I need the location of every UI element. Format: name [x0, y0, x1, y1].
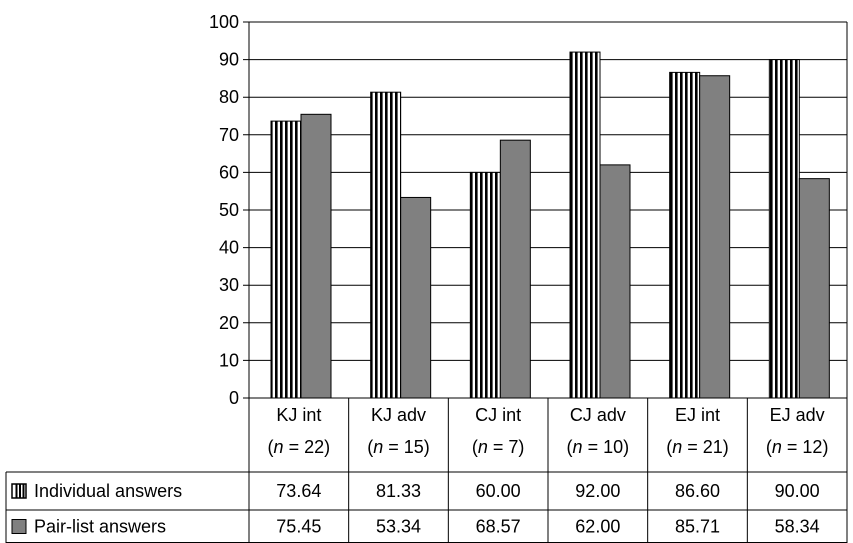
table-value: 90.00 [775, 481, 820, 501]
legend-key-pair-list-answers [11, 519, 27, 534]
legend-label: Pair-list answers [34, 517, 166, 537]
table-value: 58.34 [775, 517, 820, 537]
category-n-label: (n = 7) [472, 437, 525, 457]
category-label: CJ adv [570, 405, 626, 425]
bar-individual-answers [469, 171, 501, 399]
category-label: EJ int [675, 405, 720, 425]
legend-label: Individual answers [34, 481, 182, 501]
legend-key-individual-answers [11, 483, 27, 499]
table-value: 68.57 [476, 517, 521, 537]
y-tick-label: 90 [219, 50, 239, 70]
bars [270, 51, 830, 399]
y-tick-label: 30 [219, 275, 239, 295]
category-label: EJ adv [770, 405, 825, 425]
bar-individual-answers [569, 51, 601, 399]
bar-pair-list-answers [699, 75, 731, 399]
table-value: 60.00 [476, 481, 521, 501]
data-table: KJ int (n = 22) KJ adv (n = 15) CJ int (n = 7… [5, 22, 848, 543]
y-tick-label: 60 [219, 162, 239, 182]
y-tick-label: 0 [229, 388, 239, 408]
category-n-label: (n = 10) [567, 437, 630, 457]
table-value: 75.45 [276, 517, 321, 537]
bar-pair-list-answers [798, 178, 830, 399]
bar-pair-list-answers [400, 196, 432, 399]
y-tick-label: 100 [209, 12, 239, 32]
bar-individual-answers [370, 91, 402, 399]
category-label: KJ int [276, 405, 321, 425]
bar-pair-list-answers [599, 164, 631, 399]
y-axis-ticks: 0 10 20 30 40 50 60 70 80 90 100 [209, 12, 239, 408]
gridlines [243, 21, 847, 399]
bar-pair-list-answers [300, 113, 332, 399]
category-n-label: (n = 12) [766, 437, 829, 457]
table-value: 81.33 [376, 481, 421, 501]
y-tick-label: 40 [219, 238, 239, 258]
table-value: 73.64 [276, 481, 321, 501]
table-value: 86.60 [675, 481, 720, 501]
y-tick-label: 10 [219, 350, 239, 370]
y-tick-label: 70 [219, 125, 239, 145]
category-n-label: (n = 21) [666, 437, 729, 457]
table-value: 53.34 [376, 517, 421, 537]
table-value: 92.00 [575, 481, 620, 501]
category-n-label: (n = 15) [367, 437, 430, 457]
y-tick-label: 80 [219, 87, 239, 107]
table-value: 62.00 [575, 517, 620, 537]
bar-individual-answers [270, 120, 302, 399]
bar-individual-answers [768, 59, 800, 399]
category-n-label: (n = 22) [268, 437, 331, 457]
y-tick-label: 20 [219, 313, 239, 333]
bar-individual-answers [669, 71, 701, 399]
table-value: 85.71 [675, 517, 720, 537]
category-label: CJ int [475, 405, 521, 425]
y-tick-label: 50 [219, 200, 239, 220]
bar-pair-list-answers [499, 139, 531, 399]
category-label: KJ adv [371, 405, 426, 425]
